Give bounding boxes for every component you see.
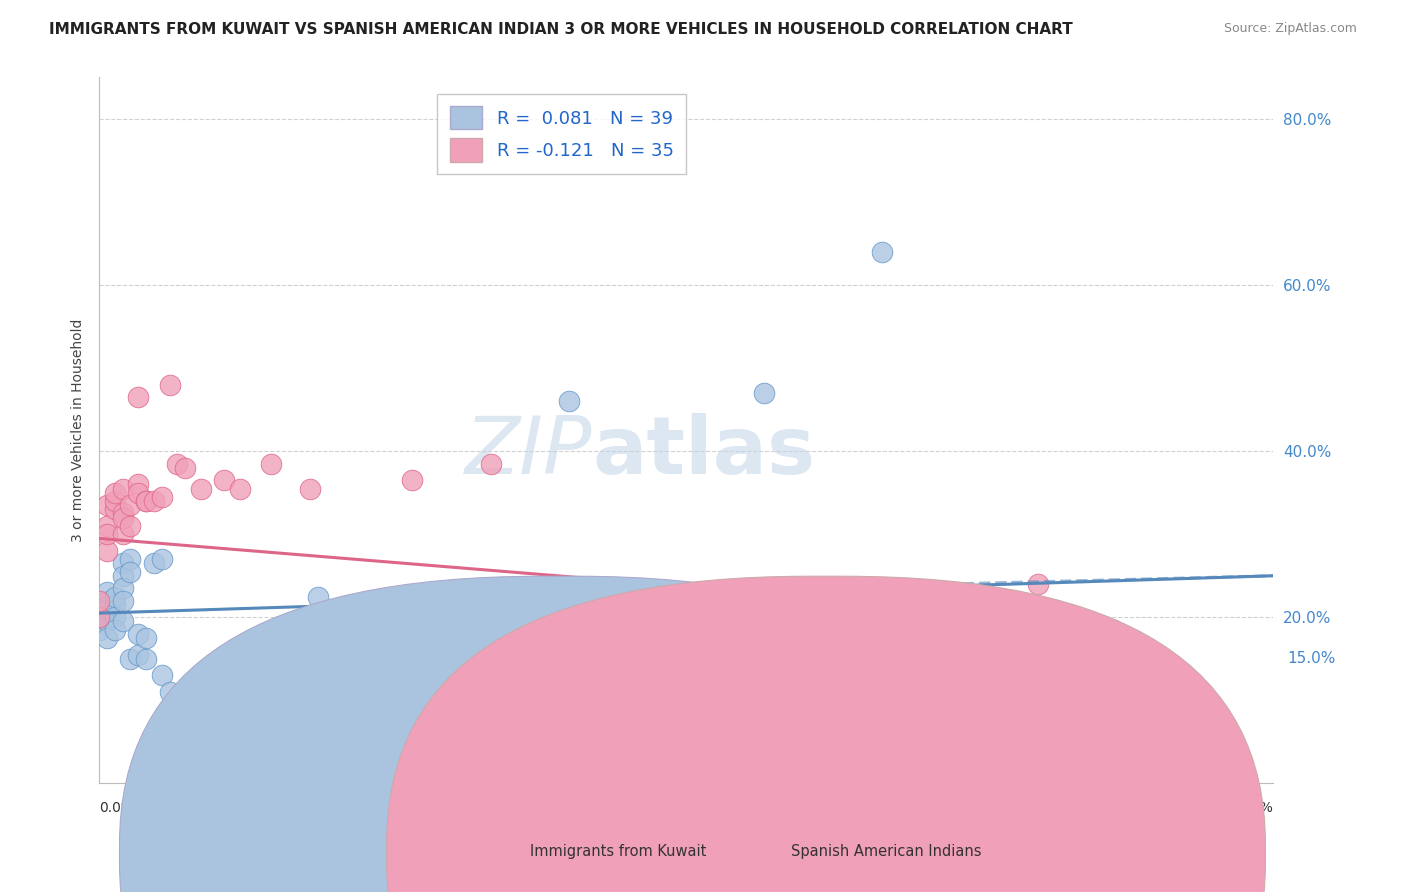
Text: 0.0%: 0.0% bbox=[100, 801, 134, 815]
Text: 15.0%: 15.0% bbox=[1229, 801, 1274, 815]
Point bbox=[135, 494, 157, 508]
Point bbox=[104, 598, 127, 612]
Point bbox=[120, 519, 142, 533]
Point bbox=[596, 693, 619, 707]
Point bbox=[96, 585, 118, 599]
Point bbox=[127, 485, 149, 500]
Point bbox=[120, 498, 142, 512]
Point bbox=[479, 457, 502, 471]
Point bbox=[89, 593, 111, 607]
Point bbox=[127, 648, 149, 662]
Point bbox=[111, 527, 134, 541]
Point bbox=[127, 627, 149, 641]
Point bbox=[159, 377, 181, 392]
Point bbox=[174, 460, 197, 475]
Point bbox=[120, 552, 142, 566]
Point bbox=[96, 527, 118, 541]
Point bbox=[260, 457, 283, 471]
Point bbox=[111, 510, 134, 524]
Point bbox=[127, 390, 149, 404]
Text: Spanish American Indians: Spanish American Indians bbox=[790, 845, 981, 859]
Point bbox=[111, 568, 134, 582]
Point bbox=[111, 593, 134, 607]
Point bbox=[1105, 735, 1128, 749]
Point bbox=[111, 581, 134, 595]
Point bbox=[89, 623, 111, 637]
Point bbox=[111, 507, 134, 521]
Point bbox=[214, 473, 236, 487]
Point bbox=[96, 593, 118, 607]
Point bbox=[150, 552, 173, 566]
Point bbox=[401, 473, 423, 487]
Text: ZIP: ZIP bbox=[465, 413, 592, 491]
Point bbox=[323, 718, 346, 732]
Point bbox=[299, 482, 322, 496]
Point bbox=[96, 544, 118, 558]
Point bbox=[596, 648, 619, 662]
Text: Immigrants from Kuwait: Immigrants from Kuwait bbox=[530, 845, 707, 859]
Point bbox=[142, 494, 165, 508]
Text: Source: ZipAtlas.com: Source: ZipAtlas.com bbox=[1223, 22, 1357, 36]
Point bbox=[96, 631, 118, 645]
Point bbox=[135, 631, 157, 645]
Legend: R =  0.081   N = 39, R = -0.121   N = 35: R = 0.081 N = 39, R = -0.121 N = 35 bbox=[437, 94, 686, 174]
Point bbox=[111, 482, 134, 496]
Point bbox=[181, 726, 204, 740]
Point bbox=[104, 485, 127, 500]
Point bbox=[166, 457, 188, 471]
Point bbox=[120, 652, 142, 666]
Point bbox=[519, 668, 541, 682]
Text: IMMIGRANTS FROM KUWAIT VS SPANISH AMERICAN INDIAN 3 OR MORE VEHICLES IN HOUSEHOL: IMMIGRANTS FROM KUWAIT VS SPANISH AMERIC… bbox=[49, 22, 1073, 37]
Point bbox=[104, 590, 127, 604]
Point bbox=[120, 565, 142, 579]
Point bbox=[150, 490, 173, 504]
Point bbox=[166, 701, 188, 715]
Point bbox=[150, 668, 173, 682]
Point bbox=[135, 494, 157, 508]
Point bbox=[111, 557, 134, 571]
Point bbox=[96, 615, 118, 629]
Point bbox=[96, 519, 118, 533]
Point bbox=[142, 557, 165, 571]
Point bbox=[96, 602, 118, 616]
Point bbox=[104, 494, 127, 508]
Point bbox=[96, 498, 118, 512]
Point bbox=[307, 590, 329, 604]
Y-axis label: 3 or more Vehicles in Household: 3 or more Vehicles in Household bbox=[72, 318, 86, 542]
Point bbox=[135, 652, 157, 666]
Point bbox=[89, 610, 111, 624]
Point bbox=[190, 731, 212, 745]
Point bbox=[159, 685, 181, 699]
Point bbox=[870, 244, 893, 259]
Point bbox=[104, 502, 127, 516]
Point bbox=[190, 482, 212, 496]
Text: atlas: atlas bbox=[592, 413, 815, 491]
Point bbox=[104, 623, 127, 637]
Point bbox=[89, 610, 111, 624]
Point bbox=[104, 610, 127, 624]
Point bbox=[558, 394, 581, 409]
Point bbox=[89, 598, 111, 612]
Point bbox=[111, 615, 134, 629]
Point bbox=[245, 668, 267, 682]
Point bbox=[127, 477, 149, 491]
Point bbox=[229, 482, 252, 496]
Text: 15.0%: 15.0% bbox=[1288, 651, 1336, 666]
Point bbox=[1028, 577, 1050, 591]
Point bbox=[754, 386, 776, 401]
